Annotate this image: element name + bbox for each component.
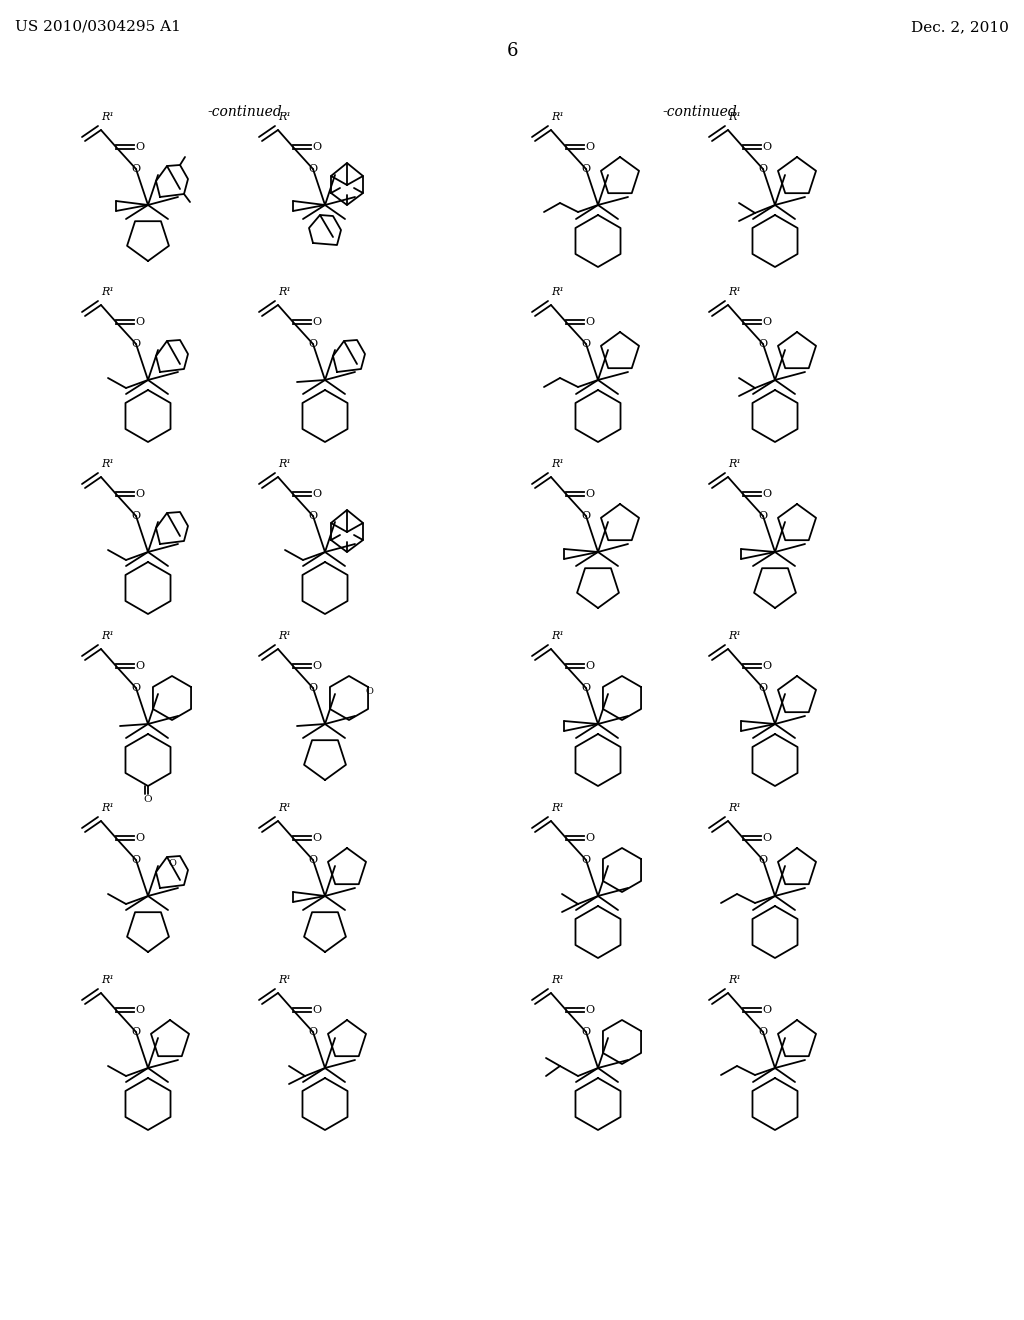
- Text: O: O: [586, 1005, 595, 1015]
- Text: 6: 6: [506, 42, 518, 59]
- Text: -continued: -continued: [663, 106, 737, 119]
- Text: R¹: R¹: [279, 631, 292, 642]
- Text: O: O: [759, 855, 768, 865]
- Text: R¹: R¹: [101, 112, 115, 121]
- Text: O: O: [586, 488, 595, 499]
- Text: O: O: [131, 855, 140, 865]
- Text: O: O: [135, 488, 144, 499]
- Text: R¹: R¹: [279, 975, 292, 985]
- Text: O: O: [586, 317, 595, 327]
- Text: O: O: [763, 1005, 771, 1015]
- Text: O: O: [135, 1005, 144, 1015]
- Text: O: O: [763, 317, 771, 327]
- Text: O: O: [135, 661, 144, 671]
- Text: O: O: [308, 164, 317, 174]
- Text: R¹: R¹: [279, 286, 292, 297]
- Text: R¹: R¹: [728, 803, 741, 813]
- Text: O: O: [312, 143, 322, 152]
- Text: O: O: [586, 661, 595, 671]
- Text: O: O: [582, 682, 591, 693]
- Text: R¹: R¹: [101, 459, 115, 469]
- Text: O: O: [308, 339, 317, 348]
- Text: O: O: [308, 682, 317, 693]
- Text: O: O: [131, 164, 140, 174]
- Text: O: O: [763, 143, 771, 152]
- Text: R¹: R¹: [552, 975, 564, 985]
- Text: O: O: [586, 833, 595, 843]
- Text: O: O: [308, 855, 317, 865]
- Text: Dec. 2, 2010: Dec. 2, 2010: [911, 20, 1009, 34]
- Text: O: O: [763, 488, 771, 499]
- Text: R¹: R¹: [552, 459, 564, 469]
- Text: O: O: [759, 164, 768, 174]
- Text: O: O: [168, 859, 176, 869]
- Text: O: O: [312, 1005, 322, 1015]
- Text: O: O: [131, 339, 140, 348]
- Text: O: O: [312, 488, 322, 499]
- Text: O: O: [135, 833, 144, 843]
- Text: R¹: R¹: [101, 286, 115, 297]
- Text: R¹: R¹: [101, 803, 115, 813]
- Text: R¹: R¹: [101, 631, 115, 642]
- Text: O: O: [759, 339, 768, 348]
- Text: R¹: R¹: [279, 459, 292, 469]
- Text: O: O: [759, 511, 768, 521]
- Text: O: O: [582, 855, 591, 865]
- Text: R¹: R¹: [279, 112, 292, 121]
- Text: O: O: [131, 682, 140, 693]
- Text: R¹: R¹: [728, 112, 741, 121]
- Text: O: O: [759, 1027, 768, 1038]
- Text: O: O: [143, 796, 153, 804]
- Text: R¹: R¹: [552, 631, 564, 642]
- Text: R¹: R¹: [279, 803, 292, 813]
- Text: O: O: [759, 682, 768, 693]
- Text: R¹: R¹: [552, 112, 564, 121]
- Text: R¹: R¹: [728, 631, 741, 642]
- Text: R¹: R¹: [101, 975, 115, 985]
- Text: O: O: [135, 317, 144, 327]
- Text: O: O: [763, 661, 771, 671]
- Text: O: O: [135, 143, 144, 152]
- Text: O: O: [763, 833, 771, 843]
- Text: -continued: -continued: [208, 106, 283, 119]
- Text: R¹: R¹: [552, 803, 564, 813]
- Text: R¹: R¹: [728, 459, 741, 469]
- Text: O: O: [582, 339, 591, 348]
- Text: O: O: [312, 317, 322, 327]
- Text: R¹: R¹: [552, 286, 564, 297]
- Text: O: O: [582, 164, 591, 174]
- Text: O: O: [312, 833, 322, 843]
- Text: US 2010/0304295 A1: US 2010/0304295 A1: [15, 20, 181, 34]
- Text: O: O: [312, 661, 322, 671]
- Text: O: O: [308, 1027, 317, 1038]
- Text: O: O: [586, 143, 595, 152]
- Text: O: O: [582, 511, 591, 521]
- Text: O: O: [366, 688, 373, 697]
- Text: O: O: [582, 1027, 591, 1038]
- Text: R¹: R¹: [728, 975, 741, 985]
- Text: O: O: [131, 1027, 140, 1038]
- Text: O: O: [308, 511, 317, 521]
- Text: O: O: [131, 511, 140, 521]
- Text: R¹: R¹: [728, 286, 741, 297]
